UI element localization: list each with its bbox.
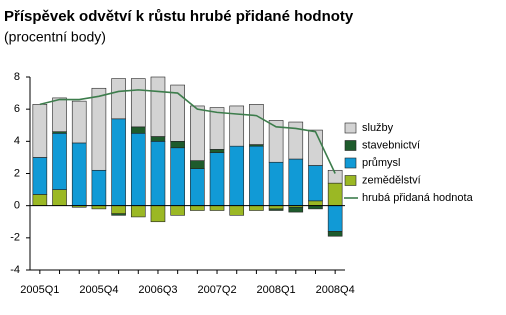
bar-segment [249, 205, 264, 211]
legend-swatch [344, 157, 357, 169]
legend-label: zemědělství [362, 174, 421, 186]
y-tick-label: -4 [10, 264, 20, 276]
bar-segment [209, 107, 225, 150]
line-series [39, 89, 336, 174]
bar-segment [190, 160, 205, 169]
bar-segment [91, 169, 107, 206]
bar-segment [249, 104, 264, 145]
bar-segment [150, 205, 166, 223]
bar-segment [268, 120, 284, 163]
bar-segment [130, 78, 146, 128]
bar-segment [52, 132, 67, 190]
bar-segment [130, 205, 146, 218]
chart-subtitle: (procentní body) [4, 29, 106, 45]
bar-segment [111, 213, 126, 216]
chart-title: Příspěvek odvětví k růstu hrubé přidané … [4, 8, 354, 25]
bar-segment [71, 100, 87, 144]
bar-segment [111, 118, 126, 206]
y-tick-label: 2 [14, 167, 20, 179]
bar-segment [327, 169, 343, 184]
bar-segment [32, 194, 48, 206]
legend-label: služby [362, 122, 394, 134]
bar-segment [150, 141, 166, 206]
bar-segment [327, 231, 343, 237]
legend-label: hrubá přidaná hodnota [362, 192, 474, 204]
bar-segment [268, 161, 284, 206]
bar-segment [268, 208, 284, 211]
x-tick-label: 2008Q4 [316, 284, 355, 296]
x-tick-label: 2005Q1 [20, 284, 59, 296]
bar-segment [52, 189, 67, 206]
bar-segment [71, 142, 87, 206]
bar-segment [130, 126, 146, 134]
y-tick-label: 4 [14, 135, 20, 147]
bar-segment [170, 205, 185, 216]
legend-swatch [344, 122, 357, 134]
bar-segment [209, 205, 225, 211]
bar-segment [130, 132, 146, 206]
bar-segment [32, 104, 48, 158]
legend-swatch [344, 140, 357, 151]
bar-segment [170, 84, 185, 142]
bar-segment [209, 152, 225, 206]
bar-segment [32, 157, 48, 195]
bar-segment [209, 149, 225, 153]
bar-segment [288, 121, 304, 160]
bar-segment [91, 87, 107, 171]
bar-segment [288, 158, 304, 206]
x-tick-label: 2005Q4 [79, 284, 118, 296]
bar-segment [111, 78, 126, 120]
bar-segment [308, 200, 323, 206]
bar-segment [190, 105, 205, 161]
bar-segment [111, 205, 126, 215]
y-tick-label: 6 [14, 103, 20, 115]
bar-segment [150, 136, 166, 142]
bar-segment [52, 97, 67, 132]
x-tick-label: 2008Q1 [257, 284, 296, 296]
bar-segment [190, 205, 205, 211]
bar-segment [249, 145, 264, 206]
y-tick-label: 0 [14, 200, 20, 212]
legend-label: průmysl [362, 157, 401, 169]
bar-segment [229, 145, 245, 206]
legend-label: stavebnictví [362, 139, 420, 151]
bar-segment [229, 105, 245, 147]
y-tick-label: -2 [10, 232, 20, 244]
legend-swatch [344, 175, 357, 186]
x-tick-label: 2006Q3 [138, 284, 177, 296]
x-tick-label: 2007Q2 [197, 284, 236, 296]
bar-segment [327, 182, 343, 206]
bar-segment [190, 168, 205, 206]
bar-segment [308, 129, 323, 166]
bar-segment [327, 205, 343, 232]
bar-segment [308, 165, 323, 202]
y-tick-label: 8 [14, 71, 20, 83]
bar-segment [288, 206, 304, 213]
bar-segment [170, 147, 185, 206]
bar-segment [229, 205, 245, 216]
bar-segment [170, 141, 185, 149]
bar-segment [150, 76, 166, 137]
